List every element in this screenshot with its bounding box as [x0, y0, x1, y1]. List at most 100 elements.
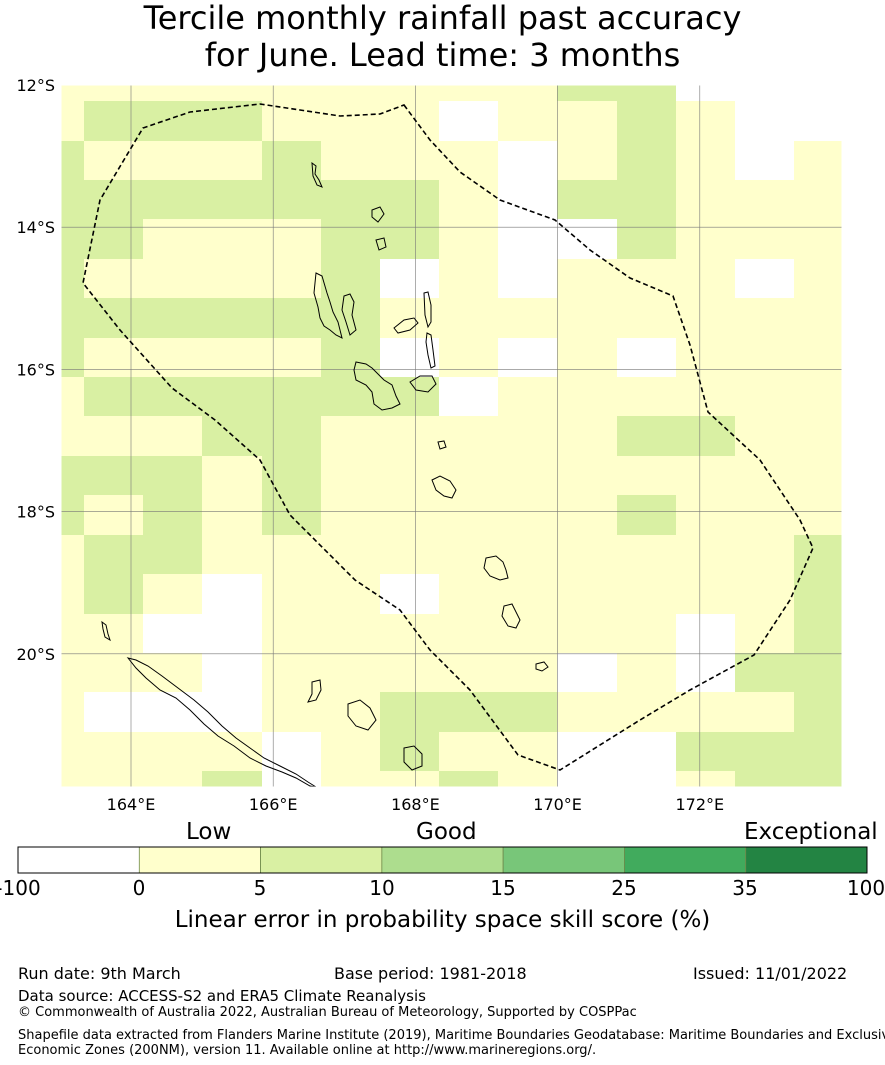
skill-cell — [439, 456, 498, 495]
run-date: Run date: 9th March — [18, 964, 181, 983]
skill-cell — [61, 259, 84, 298]
colorbar-tick-0: 0 — [132, 876, 146, 900]
skill-cell — [557, 141, 617, 180]
skill-cell — [735, 732, 794, 771]
skill-cell — [380, 535, 439, 574]
skill-cell — [61, 377, 84, 416]
skill-cell — [735, 692, 794, 732]
skill-cell — [380, 298, 439, 338]
skill-cell — [61, 771, 84, 787]
skill-cell — [202, 495, 262, 535]
skill-cell — [617, 535, 676, 574]
skill-cell — [498, 653, 557, 692]
skill-cell — [143, 219, 202, 259]
skill-cell — [143, 298, 202, 338]
skill-cell — [676, 180, 735, 219]
skill-cell — [439, 180, 498, 219]
skill-cell — [794, 535, 842, 574]
skill-cell — [202, 338, 262, 377]
skill-cell — [676, 574, 735, 614]
skill-cell — [557, 85, 617, 101]
skill-cell — [676, 771, 735, 787]
skill-cell — [61, 180, 84, 219]
skill-cell — [676, 259, 735, 298]
skill-cell — [202, 377, 262, 416]
skill-cell — [557, 259, 617, 298]
skill-cell — [262, 298, 321, 338]
colorbar-category-exceptional: Exceptional — [744, 819, 878, 845]
skill-cell — [617, 259, 676, 298]
skill-cell — [794, 180, 842, 219]
skill-cell — [84, 180, 143, 219]
skill-cell — [321, 732, 380, 771]
shapefile-credit-line-2: Economic Zones (200NM), version 11. Avai… — [18, 1043, 597, 1058]
skill-cell — [439, 298, 498, 338]
colorbar-tick-neg100: -100 — [0, 876, 41, 900]
skill-cell — [143, 338, 202, 377]
skill-cell — [84, 416, 143, 456]
skill-cell — [84, 614, 143, 653]
skill-cell — [794, 495, 842, 535]
skill-cell — [143, 259, 202, 298]
skill-cell — [439, 574, 498, 614]
skill-cell — [202, 259, 262, 298]
skill-cell — [262, 456, 321, 495]
skill-cell — [498, 732, 557, 771]
skill-cell — [61, 298, 84, 338]
loyalty-mare-island — [403, 745, 423, 771]
colorbar-swatch — [18, 847, 140, 873]
skill-cell — [557, 180, 617, 219]
skill-cell — [557, 456, 617, 495]
loyalty-ouvea-island — [307, 679, 322, 703]
skill-cell — [380, 101, 439, 141]
skill-cell — [84, 456, 143, 495]
longitude-label: 166°E — [249, 795, 298, 810]
efate-island — [431, 475, 457, 499]
skill-cell — [321, 101, 380, 141]
skill-cell — [143, 85, 202, 101]
skill-cell — [143, 377, 202, 416]
skill-cell — [380, 456, 439, 495]
skill-cell — [84, 574, 143, 614]
skill-cell — [498, 771, 557, 787]
skill-cell — [61, 692, 84, 732]
skill-cell — [498, 692, 557, 732]
epi-island — [437, 440, 447, 450]
skill-cell — [61, 219, 84, 259]
skill-cell — [676, 219, 735, 259]
skill-grid — [61, 85, 842, 787]
skill-cell — [321, 614, 380, 653]
colorbar-category-good: Good — [416, 819, 477, 845]
skill-cell — [84, 259, 143, 298]
skill-cell — [84, 219, 143, 259]
latitude-labels: 12°S 14°S 16°S 18°S 20°S — [16, 76, 55, 664]
skill-cell — [143, 101, 202, 141]
skill-cell — [617, 614, 676, 653]
skill-cell — [321, 298, 380, 338]
skill-cell — [143, 141, 202, 180]
skill-cell — [735, 298, 794, 338]
skill-cell — [617, 456, 676, 495]
skill-cell — [202, 219, 262, 259]
skill-cell — [380, 692, 439, 732]
longitude-labels: 164°E 166°E 168°E 170°E 172°E — [107, 795, 724, 810]
skill-cell — [498, 456, 557, 495]
skill-cell — [676, 101, 735, 141]
skill-cell — [61, 495, 84, 535]
colorbar-label: Linear error in probability space skill … — [174, 907, 711, 933]
skill-cell — [498, 101, 557, 141]
skill-cell — [439, 614, 498, 653]
skill-cell — [498, 377, 557, 416]
colorbar-tick-35: 35 — [732, 876, 758, 900]
skill-cell — [439, 535, 498, 574]
skill-cell — [321, 495, 380, 535]
eez-boundary — [82, 103, 814, 771]
title-line-2: for June. Lead time: 3 months — [204, 36, 681, 74]
skill-cell — [676, 535, 735, 574]
skill-cell — [84, 535, 143, 574]
skill-cell — [735, 219, 794, 259]
skill-cell — [794, 456, 842, 495]
skill-cell — [321, 141, 380, 180]
skill-cell — [557, 495, 617, 535]
skill-cell — [262, 338, 321, 377]
